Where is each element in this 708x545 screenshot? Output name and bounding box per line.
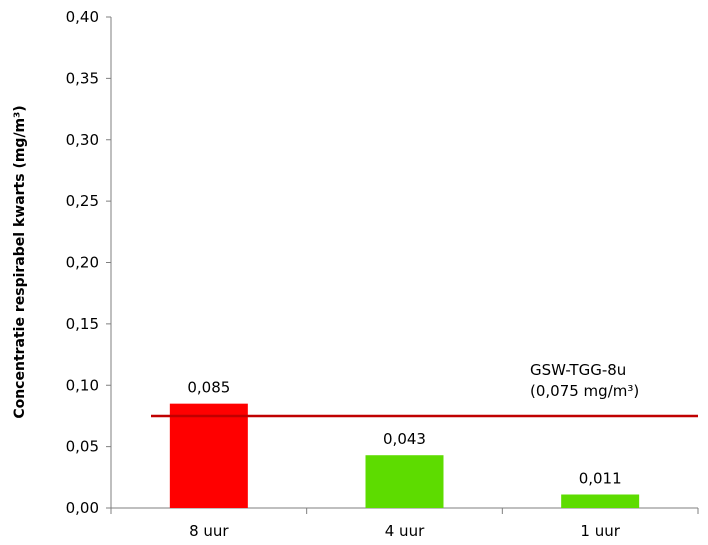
reference-line-label-line1: GSW-TGG-8u <box>530 361 626 379</box>
bar-data-label: 0,043 <box>383 430 426 448</box>
y-tick-label: 0,30 <box>66 131 99 149</box>
y-tick-label: 0,05 <box>66 438 99 456</box>
bar-data-label: 0,011 <box>579 469 622 487</box>
y-tick-label: 0,15 <box>66 315 99 333</box>
bar-8-uur <box>169 403 248 508</box>
y-tick-label: 0,25 <box>66 192 99 210</box>
y-tick-label: 0,40 <box>66 8 99 26</box>
x-category-label: 8 uur <box>189 522 229 540</box>
x-category-label: 1 uur <box>580 522 620 540</box>
reference-line-label-line2: (0,075 mg/m³) <box>530 382 639 400</box>
bar-1-uur <box>561 494 640 508</box>
y-tick-label: 0,35 <box>66 69 99 87</box>
bar-4-uur <box>365 455 444 508</box>
x-category-label: 4 uur <box>385 522 425 540</box>
y-tick-label: 0,00 <box>66 499 99 517</box>
bar-data-label: 0,085 <box>187 379 230 397</box>
y-tick-label: 0,10 <box>66 376 99 394</box>
y-axis-label: Concentratie respirabel kwarts (mg/m³) <box>12 105 28 418</box>
y-tick-label: 0,20 <box>66 254 99 272</box>
